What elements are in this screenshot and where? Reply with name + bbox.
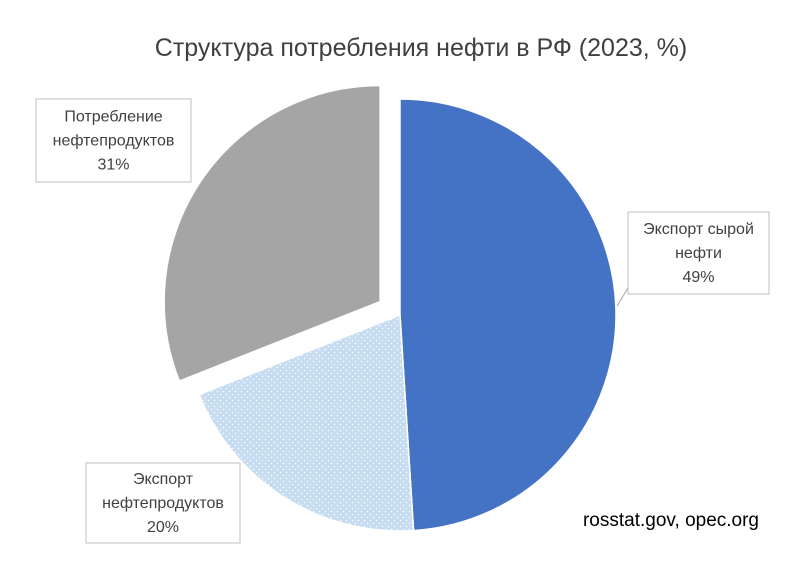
- data-label-box-1: [627, 211, 770, 295]
- data-label-name-3-line-1: Потребление: [64, 109, 162, 126]
- data-label-name-2-line-1: Экспорт: [133, 471, 194, 488]
- data-label-name-2-line-2: нефтепродуктов: [102, 495, 224, 512]
- data-label-name-1-line-1: Экспорт сырой: [643, 221, 754, 238]
- data-label-box-3: [35, 98, 192, 183]
- source-note: rosstat.gov, opec.org: [583, 510, 759, 531]
- leader-line-1: [616, 287, 629, 307]
- pie-slice-1: [399, 98, 617, 532]
- data-label-name-3-line-2: нефтепродуктов: [53, 133, 175, 150]
- data-label-value-2: 20%: [147, 519, 179, 536]
- data-label-box-2: [85, 462, 241, 544]
- data-label-value-1: 49%: [682, 269, 714, 286]
- pie-slice-3: [163, 84, 381, 382]
- chart-title: Структура потребления нефти в РФ (2023, …: [155, 34, 687, 62]
- data-labels: Экспорт сырой нефти 49% Экспорт нефтепродукт…: [35, 98, 770, 544]
- data-label-value-3: 31%: [97, 157, 129, 174]
- data-label-name-1-line-2: нефти: [675, 245, 722, 262]
- pie-slices: [163, 84, 617, 532]
- pie-slice-2: [198, 313, 415, 532]
